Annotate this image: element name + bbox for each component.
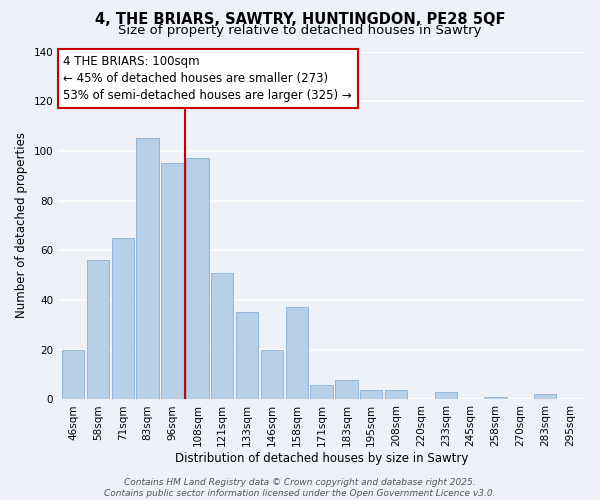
Bar xyxy=(186,158,209,400)
Bar xyxy=(534,394,556,400)
Text: Contains HM Land Registry data © Crown copyright and database right 2025.
Contai: Contains HM Land Registry data © Crown c… xyxy=(104,478,496,498)
Bar xyxy=(335,380,358,400)
X-axis label: Distribution of detached houses by size in Sawtry: Distribution of detached houses by size … xyxy=(175,452,468,465)
Bar xyxy=(211,272,233,400)
Bar xyxy=(136,138,159,400)
Bar xyxy=(236,312,258,400)
Bar xyxy=(434,392,457,400)
Text: 4, THE BRIARS, SAWTRY, HUNTINGDON, PE28 5QF: 4, THE BRIARS, SAWTRY, HUNTINGDON, PE28 … xyxy=(95,12,505,28)
Bar xyxy=(484,397,507,400)
Bar xyxy=(161,164,184,400)
Bar xyxy=(310,384,333,400)
Bar xyxy=(260,350,283,400)
Y-axis label: Number of detached properties: Number of detached properties xyxy=(15,132,28,318)
Bar xyxy=(112,238,134,400)
Text: 4 THE BRIARS: 100sqm
← 45% of detached houses are smaller (273)
53% of semi-deta: 4 THE BRIARS: 100sqm ← 45% of detached h… xyxy=(64,55,352,102)
Bar xyxy=(62,350,84,400)
Bar xyxy=(385,390,407,400)
Text: Size of property relative to detached houses in Sawtry: Size of property relative to detached ho… xyxy=(118,24,482,37)
Bar xyxy=(360,390,382,400)
Bar xyxy=(286,308,308,400)
Bar xyxy=(87,260,109,400)
